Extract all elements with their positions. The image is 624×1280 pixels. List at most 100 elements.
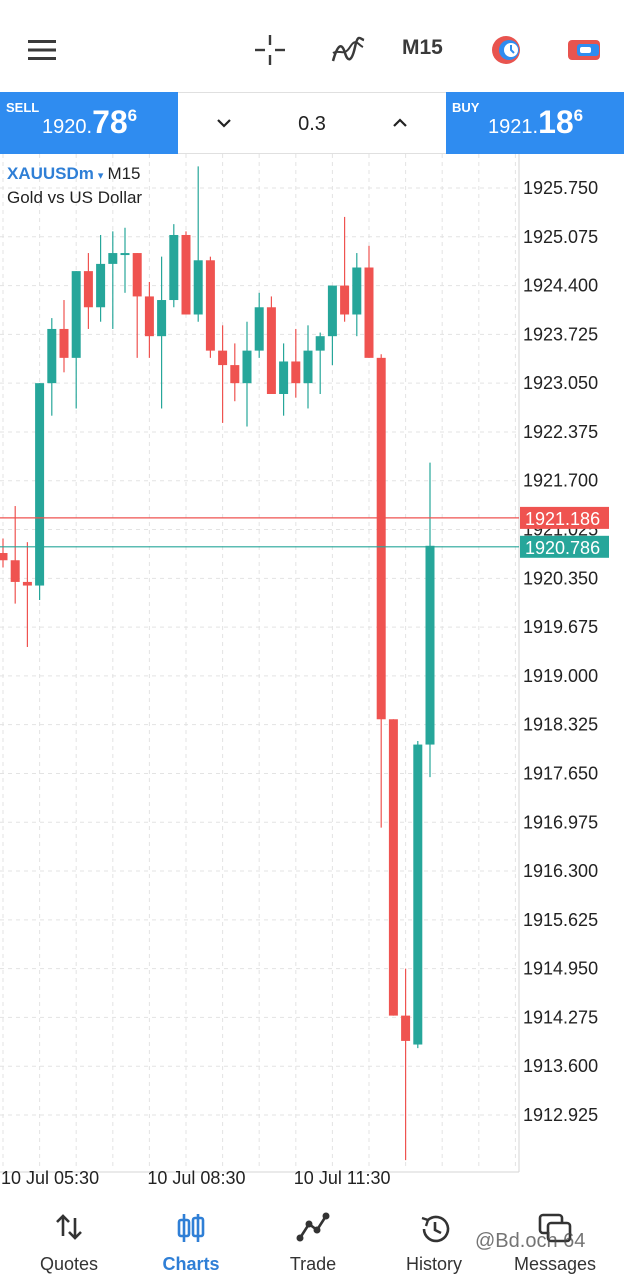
indicators-icon[interactable] xyxy=(328,26,368,74)
ask-price-label: 1921.186 xyxy=(525,509,600,529)
candle-body xyxy=(340,285,350,315)
candle-body xyxy=(413,744,423,1045)
nav-label: Trade xyxy=(289,1254,337,1274)
price-chart[interactable]: 1925.750 1925.075 1924.400 1923.725 1923.050… xyxy=(0,154,624,1190)
candle-body xyxy=(425,545,435,745)
y-tick-label: 1921.700 xyxy=(523,471,598,491)
chart-canvas[interactable]: 1925.750 1925.075 1924.400 1923.725 1923.050… xyxy=(0,154,624,1190)
volume-increase-icon[interactable] xyxy=(390,113,410,133)
sell-label: SELL xyxy=(6,100,40,115)
y-tick-label: 1923.725 xyxy=(523,324,598,344)
history-icon xyxy=(372,1212,496,1248)
y-tick-label: 1919.000 xyxy=(523,666,598,686)
candle-body xyxy=(59,328,69,358)
candle-body xyxy=(266,307,276,394)
x-tick-label: 10 Jul 08:30 xyxy=(147,1168,245,1188)
y-tick-label: 1912.925 xyxy=(523,1105,598,1125)
symbol-header[interactable]: XAUUSDm ▾ M15 xyxy=(7,164,141,184)
candle-body xyxy=(205,260,215,351)
candle-body xyxy=(254,307,264,351)
messages-icon xyxy=(493,1212,617,1248)
candle-body xyxy=(71,271,81,358)
y-tick-label: 1920.350 xyxy=(523,568,598,588)
volume-decrease-icon[interactable] xyxy=(214,113,234,133)
volume-selector: 0.3 xyxy=(178,92,446,154)
y-tick-label: 1925.750 xyxy=(523,178,598,198)
top-toolbar: M15 xyxy=(0,0,624,92)
y-tick-label: 1925.075 xyxy=(523,227,598,247)
candle-body xyxy=(0,553,8,561)
buy-price: 1921.186 xyxy=(488,104,584,140)
crosshair-icon[interactable] xyxy=(250,26,290,74)
candle-body xyxy=(83,271,93,308)
y-tick-label: 1914.950 xyxy=(523,959,598,979)
candle-body xyxy=(47,328,57,384)
sell-button[interactable]: SELL 1920.786 xyxy=(0,92,178,154)
candle-body xyxy=(401,1015,411,1041)
candle-body xyxy=(96,263,106,308)
candle-body xyxy=(35,383,45,586)
candle-body xyxy=(218,350,228,366)
candle-body xyxy=(279,361,289,394)
chart-timeframe: M15 xyxy=(107,164,141,183)
candle-body xyxy=(364,267,374,358)
menu-icon[interactable] xyxy=(22,26,62,74)
candle-body xyxy=(315,336,325,351)
candle-body xyxy=(193,260,203,315)
candle-body xyxy=(132,253,142,297)
y-tick-label: 1918.325 xyxy=(523,715,598,735)
candle-body xyxy=(10,560,20,582)
candle-body xyxy=(120,253,130,256)
x-tick-label: 10 Jul 11:30 xyxy=(294,1168,391,1188)
trade-panel: SELL 1920.786 0.3 BUY 1921.186 xyxy=(0,92,624,154)
nav-label: Charts xyxy=(162,1254,220,1274)
nav-label: Quotes xyxy=(39,1254,99,1274)
bid-price-badge xyxy=(520,535,609,558)
candle-body xyxy=(291,361,301,384)
candle-body xyxy=(376,357,386,720)
quotes-icon xyxy=(7,1212,131,1248)
volume-value[interactable]: 0.3 xyxy=(298,113,326,135)
candle-body xyxy=(108,253,118,264)
one-click-trading-icon[interactable] xyxy=(566,26,602,74)
nav-label: Messages xyxy=(513,1254,597,1274)
x-tick-label: 10 Jul 05:30 xyxy=(1,1168,99,1188)
candle-body xyxy=(144,296,154,337)
y-tick-label: 1914.275 xyxy=(523,1007,598,1027)
candle-body xyxy=(352,267,362,315)
charts-icon xyxy=(129,1212,253,1248)
nav-charts[interactable]: Charts xyxy=(129,1190,253,1280)
watermark-text: @Bd.och 64 xyxy=(475,1230,586,1252)
candle-body xyxy=(169,234,179,301)
symbol-name: XAUUSDm xyxy=(7,164,94,183)
y-tick-label: 1924.400 xyxy=(523,276,598,296)
timeframe-button[interactable]: M15 xyxy=(402,36,443,59)
candle-body xyxy=(157,300,167,337)
y-tick-label: 1913.600 xyxy=(523,1056,598,1076)
buy-label: BUY xyxy=(452,100,480,115)
chevron-down-icon: ▾ xyxy=(97,170,104,182)
sell-price: 1920.786 xyxy=(42,104,138,140)
y-tick-label: 1919.675 xyxy=(523,617,598,637)
bid-price-label: 1920.786 xyxy=(525,538,600,558)
candle-body xyxy=(181,234,191,315)
nav-history[interactable]: History xyxy=(372,1190,496,1280)
candle-body xyxy=(230,365,240,384)
candle-body xyxy=(22,581,32,586)
symbol-description: Gold vs US Dollar xyxy=(7,188,143,207)
y-tick-label: 1922.375 xyxy=(523,422,598,442)
y-tick-label: 1917.650 xyxy=(523,763,598,783)
candle-body xyxy=(242,350,252,384)
nav-messages[interactable]: Messages xyxy=(493,1190,617,1280)
y-tick-label: 1923.050 xyxy=(523,373,598,393)
nav-trade[interactable]: Trade xyxy=(251,1190,375,1280)
buy-button[interactable]: BUY 1921.186 xyxy=(446,92,624,154)
y-tick-label: 1916.300 xyxy=(523,861,598,881)
objects-icon[interactable] xyxy=(488,26,524,74)
nav-quotes[interactable]: Quotes xyxy=(7,1190,131,1280)
candle-body xyxy=(327,285,337,337)
bottom-navigation: Quotes Charts Trade History Messages xyxy=(0,1190,624,1280)
candle-body xyxy=(388,719,398,1016)
y-tick-label: 1916.975 xyxy=(523,812,598,832)
candle-body xyxy=(303,350,313,384)
